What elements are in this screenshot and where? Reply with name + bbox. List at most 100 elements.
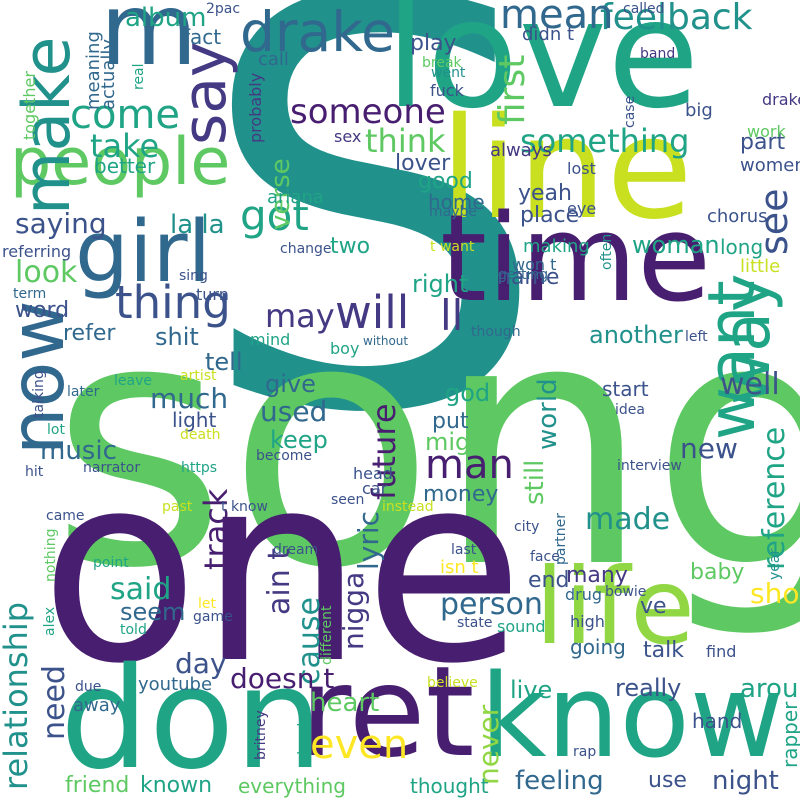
word: street xyxy=(295,721,311,762)
word: sing xyxy=(179,268,208,284)
word: idea xyxy=(615,402,645,418)
word: la la xyxy=(170,210,225,240)
word: youtube xyxy=(138,674,213,695)
word: face xyxy=(530,549,560,565)
word: leave xyxy=(114,373,152,389)
word: doesn t xyxy=(230,662,335,695)
word: saying xyxy=(15,207,107,240)
word: god xyxy=(445,379,491,407)
word: love xyxy=(385,0,700,142)
word: together xyxy=(20,71,39,140)
word: work xyxy=(747,122,786,141)
word: rap xyxy=(573,744,597,760)
word: ariana xyxy=(267,187,324,208)
word: 2pac xyxy=(206,1,241,17)
word: life xyxy=(535,546,695,668)
word: light xyxy=(172,408,217,432)
word: case xyxy=(622,95,638,128)
word: home xyxy=(428,190,485,214)
word: britney xyxy=(253,710,269,760)
word: play xyxy=(410,31,457,56)
word: money xyxy=(423,482,499,507)
word: keep xyxy=(270,426,328,454)
word: dream xyxy=(273,542,319,558)
word: often xyxy=(599,233,615,270)
word: long xyxy=(720,235,764,259)
word: interview xyxy=(617,458,682,474)
word: going xyxy=(570,635,626,659)
word: t want xyxy=(430,239,475,255)
word: alex xyxy=(42,606,58,636)
word: place xyxy=(520,203,580,228)
word: time xyxy=(440,190,712,329)
word: past xyxy=(162,499,193,515)
word: fuck xyxy=(430,81,464,100)
word: called xyxy=(623,1,665,17)
word: will xyxy=(335,286,410,339)
word: word xyxy=(15,298,70,323)
word: game xyxy=(193,609,233,625)
word: put xyxy=(432,409,469,434)
word: think xyxy=(365,122,446,160)
word: women xyxy=(740,155,800,176)
word: much xyxy=(150,382,229,415)
word: person xyxy=(440,587,543,622)
word: drug xyxy=(565,585,603,604)
word: someone xyxy=(290,92,446,132)
word: without xyxy=(363,334,409,348)
word: call xyxy=(258,49,289,70)
word: good xyxy=(418,169,473,194)
word: end xyxy=(528,568,570,593)
word: need xyxy=(37,665,72,740)
word: point xyxy=(93,555,129,571)
word: death xyxy=(180,427,221,443)
word: don xyxy=(60,638,324,800)
word: world xyxy=(533,378,563,450)
word: referring xyxy=(2,242,72,261)
word: drake s xyxy=(762,90,800,109)
word: really xyxy=(615,674,682,702)
word: term xyxy=(13,286,47,302)
word: maybe xyxy=(429,204,478,220)
word: hit xyxy=(25,464,44,480)
word: lot xyxy=(47,422,65,438)
word: making xyxy=(523,236,590,257)
word: refer xyxy=(63,321,116,346)
word: use xyxy=(648,768,687,793)
word: last xyxy=(451,542,477,558)
word: fact xyxy=(183,25,222,49)
word: tell xyxy=(205,348,243,376)
word: ll xyxy=(440,291,464,340)
word: city xyxy=(514,519,540,535)
word: bowie xyxy=(605,584,647,600)
word: sex xyxy=(334,127,362,146)
word: another xyxy=(589,321,683,349)
word: drake xyxy=(240,0,395,64)
word: sound xyxy=(497,617,546,636)
word: friend xyxy=(65,773,130,798)
word: many xyxy=(566,563,628,588)
word: meaning xyxy=(83,31,104,110)
word: artist xyxy=(180,368,217,384)
word: seen xyxy=(331,492,365,508)
word: made xyxy=(585,502,671,537)
word: https xyxy=(181,460,218,476)
word: seem xyxy=(120,598,186,626)
word: believe xyxy=(427,675,478,691)
word: said xyxy=(110,572,172,607)
word: man xyxy=(425,442,514,488)
word: around xyxy=(740,674,800,704)
word: find xyxy=(706,642,737,661)
word: better xyxy=(94,154,156,178)
word: m xyxy=(100,0,198,88)
word: rapper xyxy=(778,701,800,768)
word: partner xyxy=(553,513,569,565)
word: chorus xyxy=(707,206,768,227)
word: getting xyxy=(498,267,549,283)
word: might xyxy=(425,428,495,456)
word: something xyxy=(520,122,690,160)
word: big xyxy=(685,100,713,121)
word: known xyxy=(140,773,213,798)
word: well xyxy=(720,367,780,402)
